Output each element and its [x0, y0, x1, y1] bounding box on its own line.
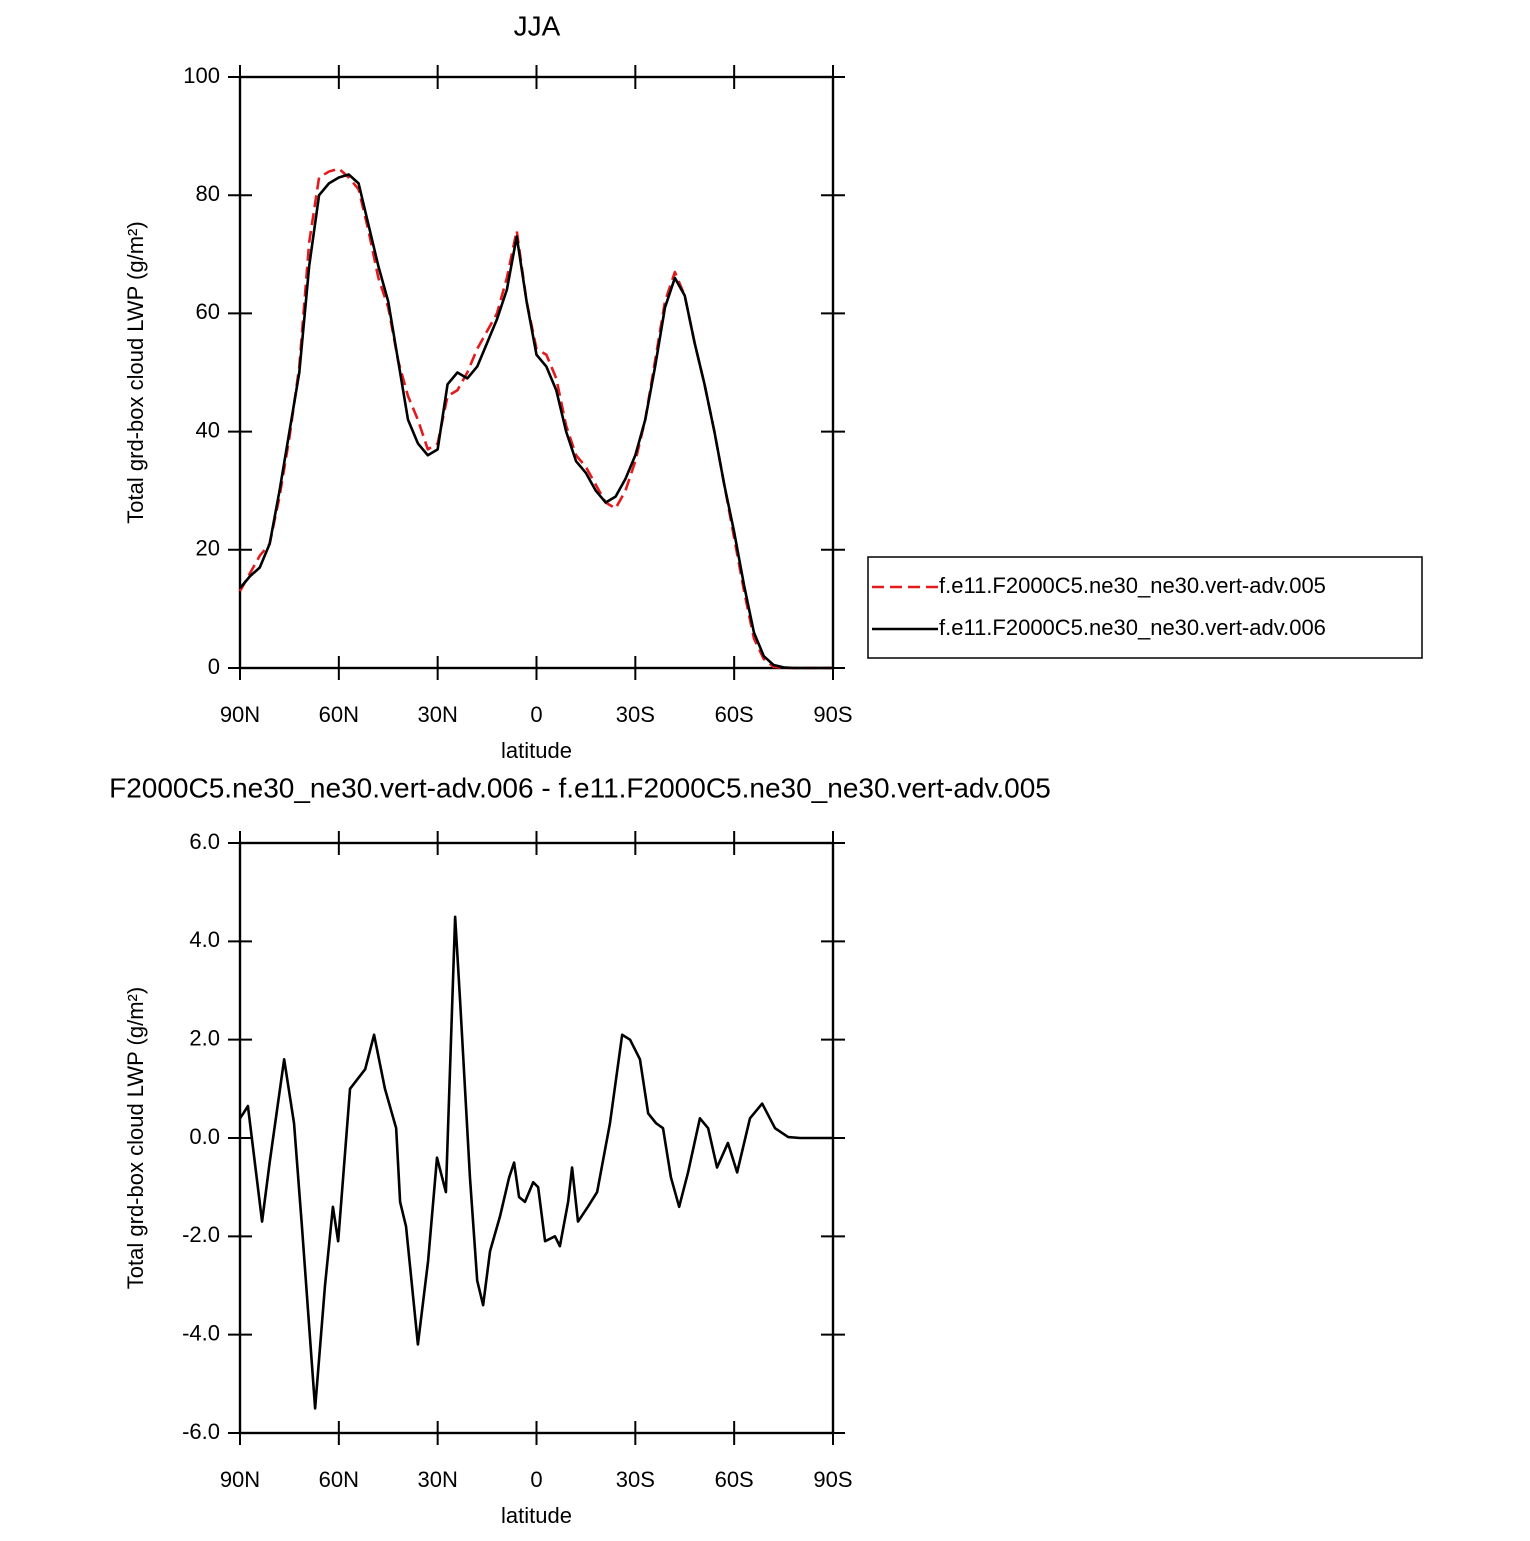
- y-axis-label: Total grd-box cloud LWP (g/m²): [123, 987, 148, 1289]
- y-tick-label: -2.0: [182, 1222, 220, 1247]
- legend-box: [867, 556, 1423, 659]
- data-line: [238, 915, 833, 1410]
- y-tick-label: 0: [208, 654, 220, 679]
- x-tick-label: 60N: [319, 1467, 359, 1492]
- x-tick-label: 30N: [417, 702, 457, 727]
- x-tick-label: 30S: [616, 702, 655, 727]
- y-tick-label: 6.0: [189, 829, 220, 854]
- y-tick-label: -6.0: [182, 1419, 220, 1444]
- x-tick-label: 90N: [220, 702, 260, 727]
- chart-title: F2000C5.ne30_ne30.vert-adv.006 - f.e11.F…: [109, 772, 1051, 803]
- x-tick-label: 90S: [813, 702, 852, 727]
- x-tick-label: 30N: [417, 1467, 457, 1492]
- x-tick-label: 0: [530, 1467, 542, 1492]
- x-tick-label: 90S: [813, 1467, 852, 1492]
- y-tick-label: -4.0: [182, 1320, 220, 1345]
- plot-frame: [238, 75, 835, 670]
- chart-title: JJA: [514, 10, 561, 41]
- x-tick-label: 60N: [319, 702, 359, 727]
- x-tick-label: 0: [530, 702, 542, 727]
- x-tick-label: 30S: [616, 1467, 655, 1492]
- x-axis-label: latitude: [501, 738, 572, 763]
- data-line: [238, 167, 833, 670]
- y-tick-label: 2.0: [189, 1025, 220, 1050]
- y-tick-label: 100: [183, 63, 220, 88]
- y-tick-label: 80: [196, 181, 220, 206]
- x-tick-label: 90N: [220, 1467, 260, 1492]
- y-tick-label: 40: [196, 417, 220, 442]
- legend-text: f.e11.F2000C5.ne30_ne30.vert-adv.006: [939, 615, 1326, 640]
- x-tick-label: 60S: [715, 702, 754, 727]
- y-tick-label: 0.0: [189, 1124, 220, 1149]
- y-tick-label: 60: [196, 299, 220, 324]
- x-axis-label: latitude: [501, 1503, 572, 1528]
- y-tick-label: 20: [196, 536, 220, 561]
- x-tick-label: 60S: [715, 1467, 754, 1492]
- legend-text: f.e11.F2000C5.ne30_ne30.vert-adv.005: [939, 573, 1326, 598]
- data-line: [239, 173, 833, 670]
- y-axis-label: Total grd-box cloud LWP (g/m²): [123, 221, 148, 523]
- y-tick-label: 4.0: [189, 927, 220, 952]
